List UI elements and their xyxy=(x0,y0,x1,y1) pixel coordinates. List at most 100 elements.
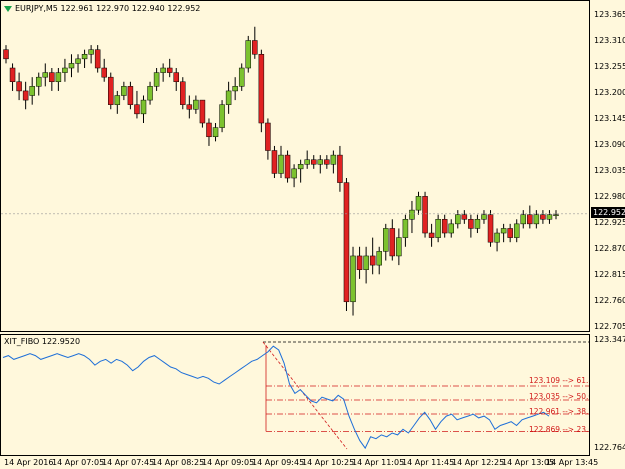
candle-body xyxy=(193,99,199,110)
candle-body xyxy=(127,86,134,105)
fib-label-382: 122.961 --> 38.2% xyxy=(529,407,589,416)
candle-body xyxy=(271,150,278,174)
time-tick: 14 Apr 13:45 xyxy=(546,458,599,467)
candle-body xyxy=(415,196,422,211)
candle-body xyxy=(468,219,474,229)
price-tick: 123.255 xyxy=(594,62,625,71)
indicator-top-value: 123.3475 xyxy=(594,335,625,344)
candlestick-chart[interactable] xyxy=(1,1,590,332)
time-tick: 14 Apr 12:25 xyxy=(452,458,505,467)
candle-body xyxy=(461,214,468,220)
price-tick: 122.870 xyxy=(594,244,625,253)
price-tick: 123.035 xyxy=(594,166,625,175)
candle-body xyxy=(494,232,500,243)
candle-body xyxy=(140,99,147,115)
candle-body xyxy=(55,72,62,83)
time-tick: 14 Apr 11:45 xyxy=(402,458,455,467)
price-tick: 123.365 xyxy=(594,10,625,19)
price-tick: 122.760 xyxy=(594,296,625,305)
candle-body xyxy=(147,86,153,101)
price-tick: 123.200 xyxy=(594,88,625,97)
candle-body xyxy=(225,90,232,105)
candle-body xyxy=(258,54,265,124)
candle-body xyxy=(428,232,435,238)
candle-body xyxy=(265,122,271,151)
triangle-down-icon xyxy=(4,5,12,12)
candle-body xyxy=(114,95,121,105)
candle-body xyxy=(520,214,527,225)
candle-body xyxy=(396,237,402,257)
candle-body xyxy=(88,49,94,55)
candle-body xyxy=(481,214,487,220)
candle-body xyxy=(317,159,324,165)
price-tick: 122.705 xyxy=(594,322,625,331)
candle-body xyxy=(455,214,461,225)
time-tick: 14 Apr 2016 xyxy=(4,458,54,467)
candle-body xyxy=(212,127,219,138)
candle-body xyxy=(81,54,88,60)
candle-body xyxy=(369,255,376,266)
candle-body xyxy=(29,86,35,96)
price-scale[interactable]: 123.365 123.310 123.255 123.200 123.145 … xyxy=(590,0,625,469)
time-tick: 14 Apr 08:25 xyxy=(152,458,205,467)
candle-body xyxy=(487,214,494,243)
candle-body xyxy=(324,159,330,165)
time-tick: 14 Apr 09:05 xyxy=(202,458,255,467)
candle-body xyxy=(108,76,114,105)
candle-body xyxy=(350,255,356,303)
candle-body xyxy=(180,81,186,105)
candle-body xyxy=(245,40,252,69)
price-tick: 123.310 xyxy=(594,36,625,45)
candle-body xyxy=(291,168,297,179)
candle-body xyxy=(153,72,160,87)
time-tick: 14 Apr 07:45 xyxy=(102,458,155,467)
time-axis[interactable]: 14 Apr 2016 14 Apr 07:05 14 Apr 07:45 14… xyxy=(0,456,598,469)
candle-body xyxy=(173,72,179,83)
candle-body xyxy=(500,228,507,234)
candle-body xyxy=(206,122,212,138)
candle-body xyxy=(553,214,559,216)
candle-body xyxy=(383,228,389,252)
fib-label-618: 123.109 --> 61.8% xyxy=(529,376,589,385)
price-tick: 122.925 xyxy=(594,218,625,227)
candle-body xyxy=(9,67,16,83)
candle-body xyxy=(533,214,540,225)
candle-body xyxy=(402,219,409,238)
candle-body xyxy=(330,154,337,165)
candle-body xyxy=(363,255,369,270)
symbol-header-text: EURJPY,M5 122.961 122.970 122.940 122.95… xyxy=(15,4,201,13)
candle-body xyxy=(343,182,350,303)
candle-body xyxy=(435,219,441,238)
candle-body xyxy=(546,214,553,220)
candle-body xyxy=(356,255,363,270)
price-tick: 122.980 xyxy=(594,192,625,201)
candle-body xyxy=(160,67,166,73)
candle-body xyxy=(68,63,75,69)
candle-body xyxy=(507,228,513,238)
candle-body xyxy=(441,219,448,234)
price-tick: 123.090 xyxy=(594,140,625,149)
candle-body xyxy=(232,86,238,92)
current-price-marker: 122.952 xyxy=(591,207,625,218)
indicator-bottom-value: 122.7649 xyxy=(594,443,625,452)
candle-body xyxy=(94,49,101,69)
candle-body xyxy=(310,159,317,165)
candle-body xyxy=(513,223,520,238)
fibo-series-line xyxy=(2,345,550,450)
time-tick: 14 Apr 11:05 xyxy=(352,458,405,467)
candle-body xyxy=(337,154,343,183)
candle-body xyxy=(389,228,396,257)
candle-body xyxy=(252,40,258,55)
price-tick: 123.145 xyxy=(594,114,625,123)
candle-body xyxy=(75,58,81,64)
main-price-pane[interactable]: EURJPY,M5 122.961 122.970 122.940 122.95… xyxy=(0,0,590,332)
candle-body xyxy=(16,81,22,92)
fibo-indicator-chart[interactable] xyxy=(1,335,590,456)
indicator-pane[interactable]: XIT_FIBO 122.9520 123.109 --> 61.8% 123.… xyxy=(0,334,590,456)
indicator-header: XIT_FIBO 122.9520 xyxy=(4,337,81,346)
candle-body xyxy=(474,219,481,229)
price-tick: 122.815 xyxy=(594,270,625,279)
candle-body xyxy=(49,72,55,83)
candle-body xyxy=(219,104,225,128)
